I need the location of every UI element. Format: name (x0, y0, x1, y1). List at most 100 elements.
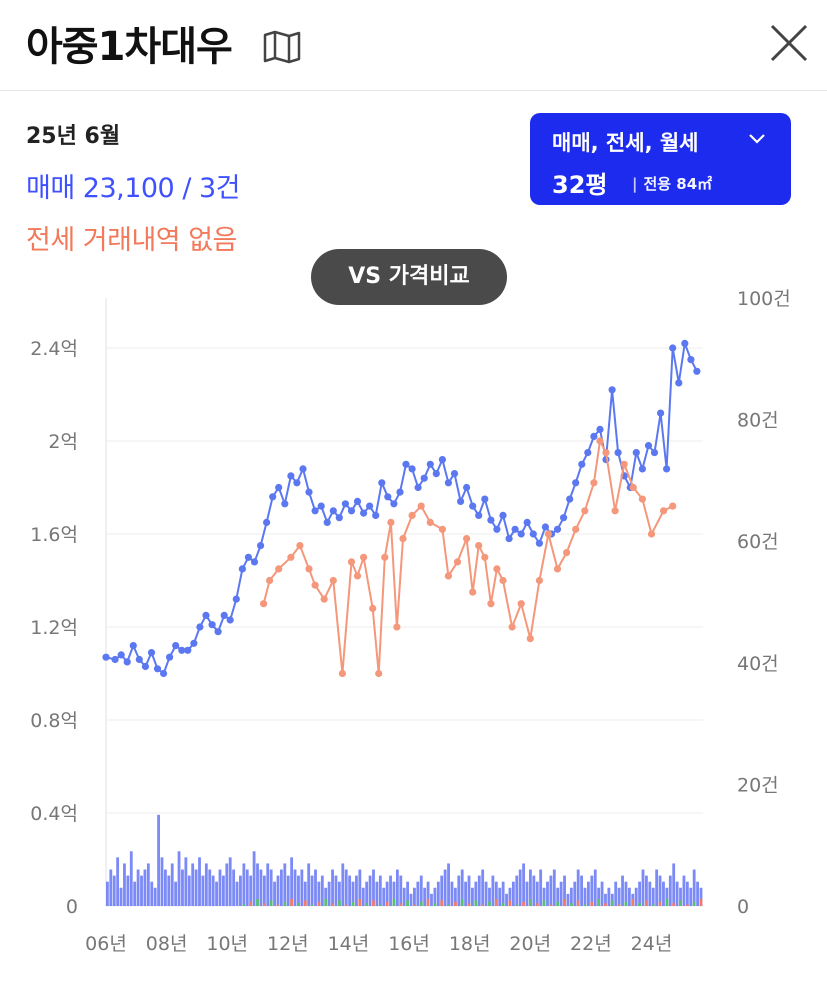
volume-bar (583, 904, 587, 906)
volume-bar (249, 901, 253, 906)
volume-bar (324, 899, 328, 906)
volume-bar (331, 869, 334, 906)
volume-bar (658, 901, 662, 906)
volume-bar (443, 869, 447, 906)
sale-point (360, 509, 368, 517)
volume-bar (566, 893, 570, 906)
deal-type-filter-button[interactable]: 매매, 전세, 월세 32평 | 전용 84㎡ (530, 113, 791, 205)
volume-bar (518, 869, 522, 906)
volume-bar (522, 863, 526, 906)
volume-bar (638, 881, 641, 906)
sale-point (584, 449, 592, 457)
header: 아중1차대우 (0, 0, 827, 91)
volume-bar (337, 900, 341, 906)
volume-bar (208, 869, 212, 906)
volume-bar (665, 887, 669, 906)
volume-bar (256, 899, 259, 906)
sale-point (238, 565, 246, 573)
sale-point (384, 493, 392, 501)
sale-point (450, 470, 459, 478)
volume-bar (546, 881, 549, 906)
volume-bar (597, 887, 601, 906)
volume-bar (535, 903, 539, 906)
volume-bar (334, 875, 338, 906)
sale-point (166, 653, 174, 661)
volume-bar (365, 903, 369, 906)
volume-bar (303, 881, 307, 906)
sale-point (469, 502, 477, 510)
jeonse-point (426, 518, 434, 526)
jeonse-point (596, 437, 604, 445)
sale-point (178, 646, 186, 654)
jeonse-point (387, 518, 395, 526)
sale-point (493, 525, 501, 533)
volume-bar (303, 900, 307, 906)
x-tick-label: 22년 (570, 933, 612, 955)
volume-bar (662, 881, 665, 906)
map-icon[interactable] (262, 30, 302, 64)
volume-bar (682, 875, 686, 906)
sale-point (244, 553, 252, 561)
volume-bar (419, 901, 423, 906)
volume-bar (375, 881, 379, 906)
jeonse-point (526, 635, 534, 643)
volume-bar (211, 875, 215, 906)
sale-summary: 매매 23,100 / 3건 (26, 173, 241, 204)
volume-bar (522, 901, 526, 906)
sale-point (390, 500, 398, 508)
sale-point (366, 502, 374, 510)
volume-bar (365, 881, 369, 906)
sale-point (505, 535, 513, 543)
jeonse-point (481, 553, 489, 561)
volume-bar (201, 875, 205, 906)
sale-point (487, 516, 495, 524)
volume-bar (262, 903, 266, 906)
volume-bar (242, 863, 246, 906)
jeonse-point (260, 600, 268, 608)
sale-point (669, 344, 677, 352)
volume-bar (447, 904, 450, 906)
jeonse-point (581, 507, 589, 515)
sale-point (335, 514, 343, 522)
volume-bar (587, 881, 590, 906)
volume-bar (436, 881, 440, 906)
volume-bar (460, 899, 464, 906)
sale-point (675, 379, 683, 387)
sale-point (420, 474, 428, 482)
volume-bar (218, 869, 222, 906)
sale-point (293, 479, 301, 487)
volume-bar (477, 875, 481, 906)
sale-point (305, 488, 313, 496)
vs-compare-button[interactable]: VS 가격비교 (311, 249, 507, 305)
volume-bar (460, 869, 464, 906)
volume-bar (351, 881, 355, 906)
jeonse-point (320, 595, 328, 603)
volume-bar (126, 875, 130, 906)
volume-bar (699, 887, 703, 906)
volume-bar (624, 881, 628, 906)
jeonse-point (381, 553, 389, 561)
volume-bar (140, 875, 143, 906)
sale-point (463, 483, 471, 492)
jeonse-point (493, 565, 501, 573)
jeonse-point (399, 535, 407, 543)
volume-bar (297, 875, 300, 906)
volume-bar (563, 899, 566, 906)
area-text: 전용 84㎡ (643, 175, 713, 193)
volume-bar (317, 881, 321, 906)
sale-point (202, 611, 210, 619)
y-left-tick-label: 1.2억 (30, 617, 78, 639)
volume-bar (679, 887, 682, 906)
volume-bar (508, 887, 512, 906)
sale-point (560, 514, 568, 522)
volume-bar (310, 875, 314, 906)
volume-bar (593, 869, 597, 906)
volume-bar (191, 863, 195, 906)
volume-bar (129, 851, 133, 906)
volume-bar (672, 863, 676, 906)
volume-bar (569, 903, 573, 906)
close-icon[interactable] (764, 18, 814, 68)
volume-bar (269, 900, 273, 906)
volume-bar (399, 903, 403, 906)
sale-point (102, 653, 110, 661)
